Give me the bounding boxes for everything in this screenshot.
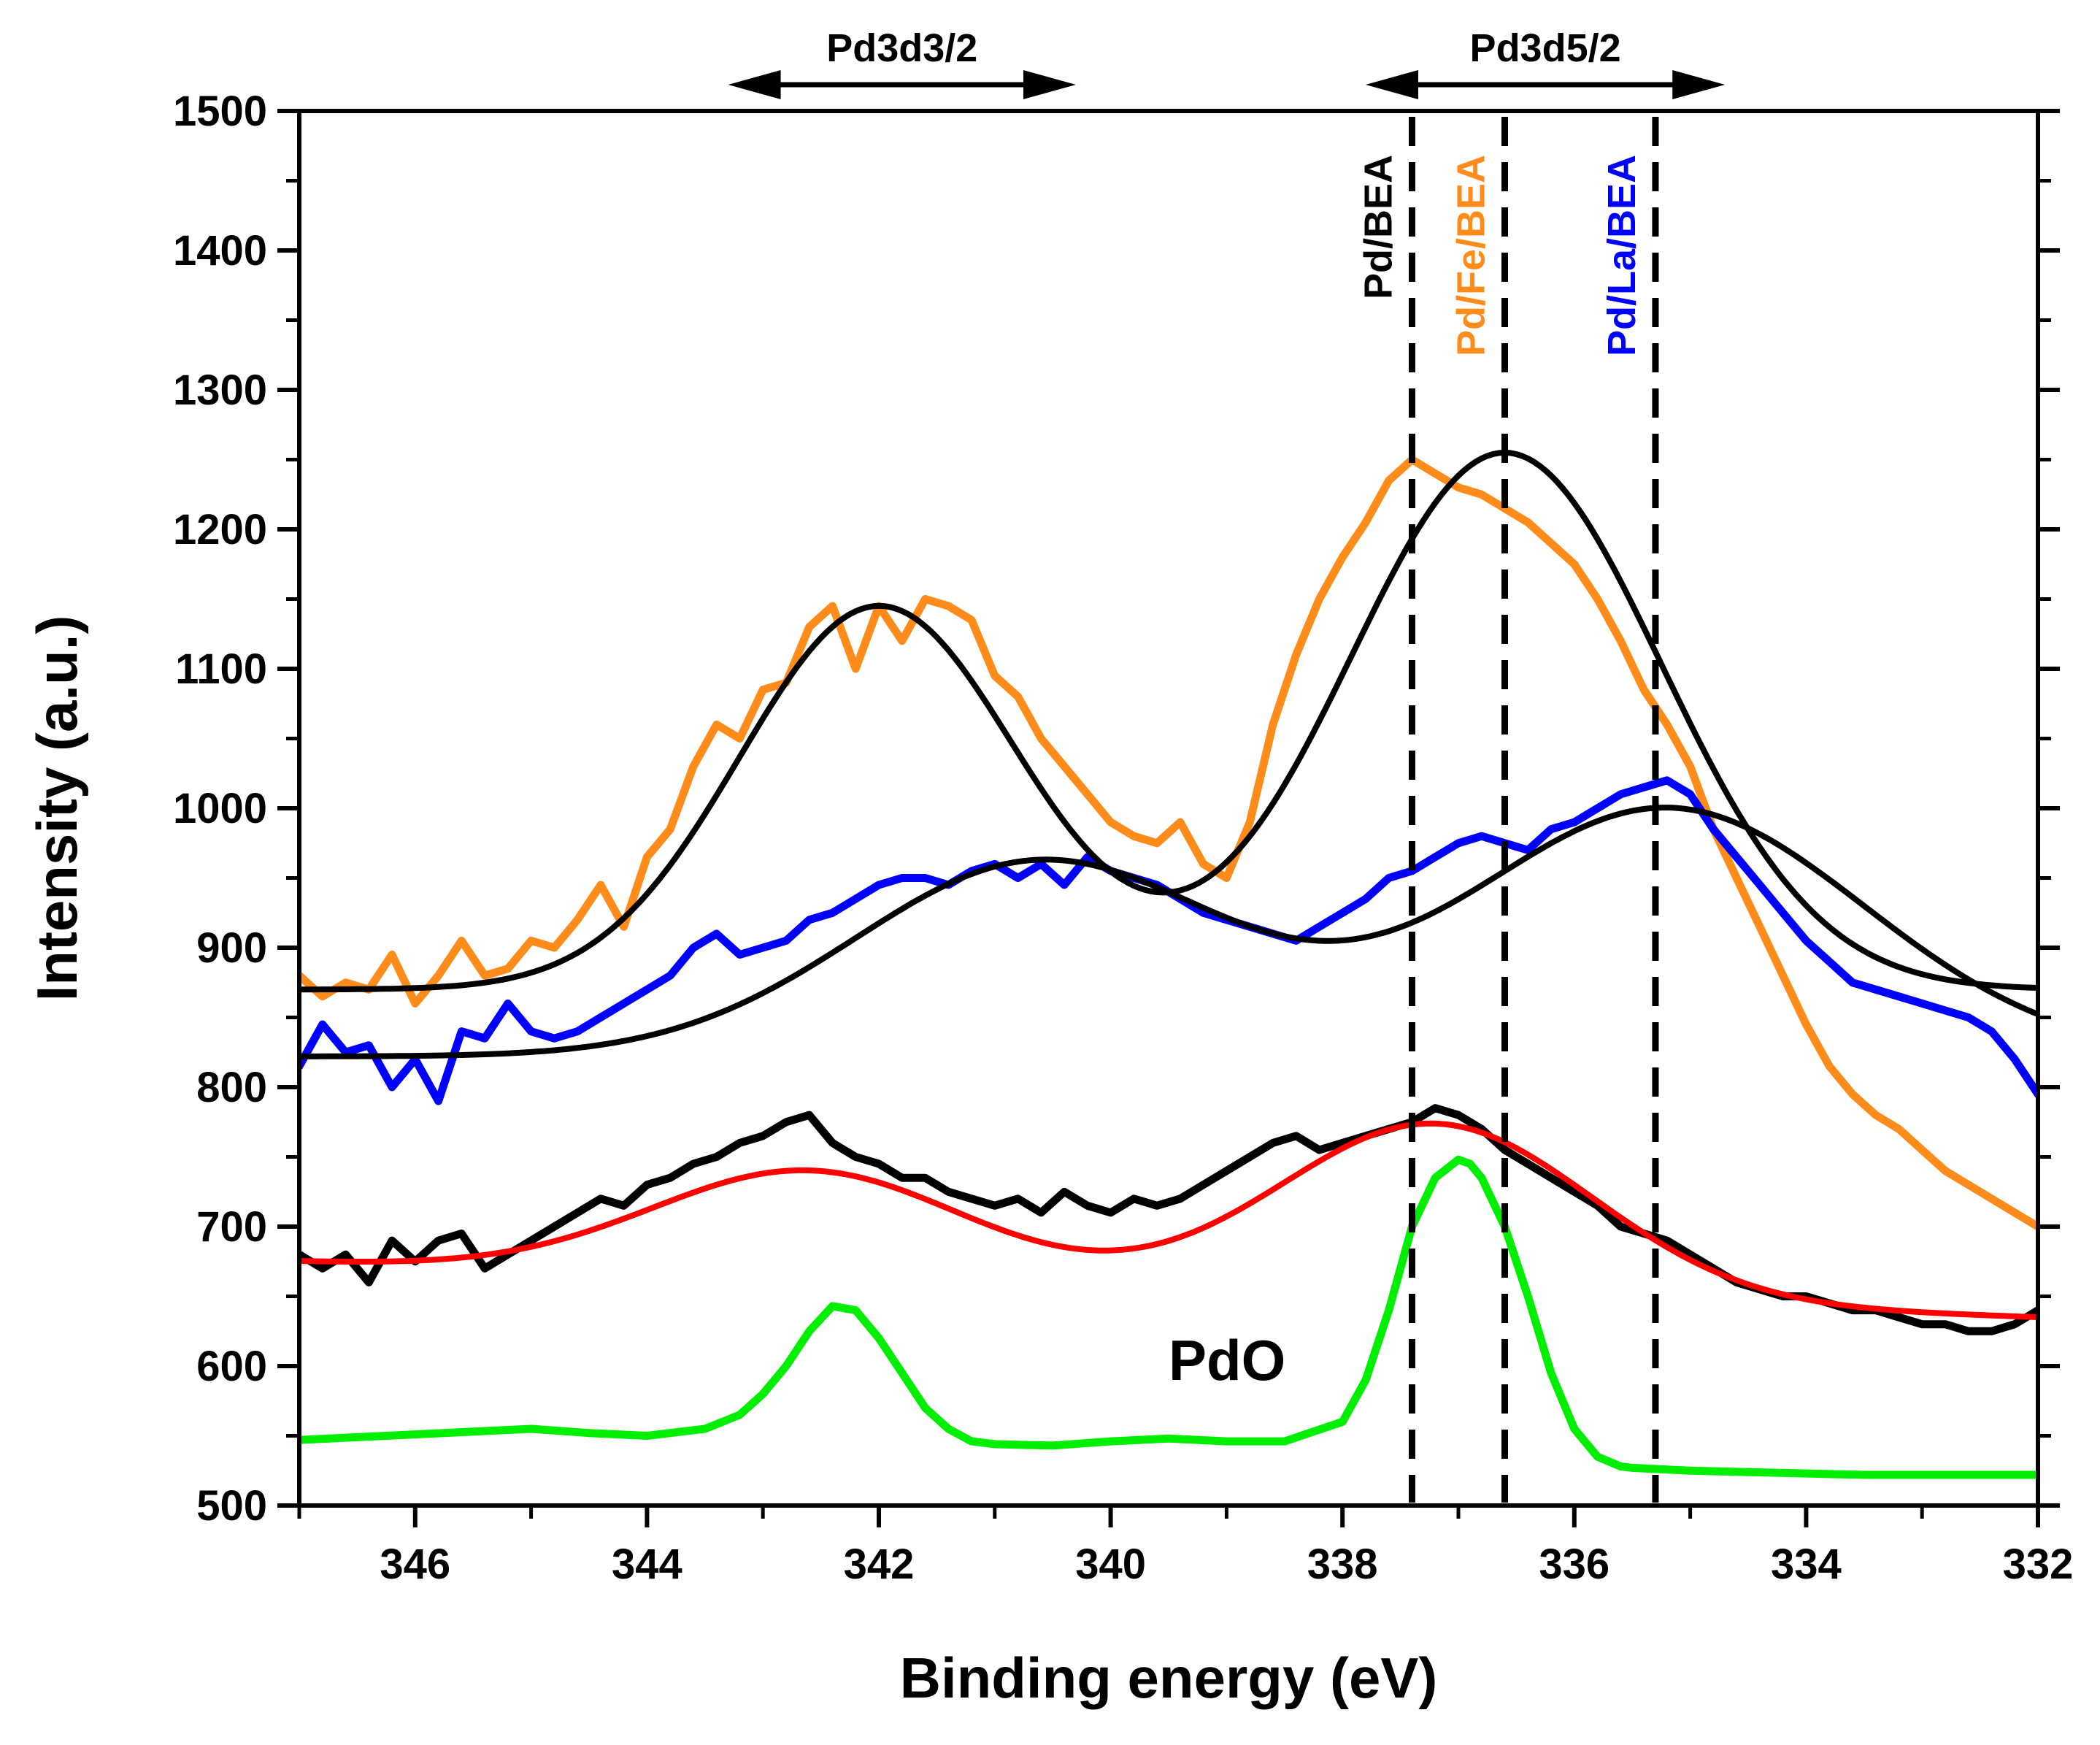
region-arrow-pd3d5-2 [1365,70,1726,99]
y-tick-label: 500 [196,1482,267,1530]
region-label-pd3d3-2: Pd3d3/2 [826,26,977,70]
region-arrow-pd3d3-2 [728,70,1076,99]
y-tick-label: 1500 [173,88,267,135]
x-axis-title: Binding energy (eV) [900,1646,1438,1710]
series-line-pdo [299,1155,2038,1479]
series-line-pd-bea [299,1104,2038,1335]
y-tick-label: 700 [196,1203,267,1251]
reference-label-pd-fe-bea: Pd/Fe/BEA [1450,155,1493,356]
x-tick-label: 332 [2003,1541,2074,1588]
x-tick-label: 334 [1771,1541,1842,1588]
x-tick-label: 336 [1539,1541,1609,1588]
plot-area [299,449,2038,1479]
y-tick-label: 800 [196,1064,267,1111]
y-tick-label: 1000 [173,785,267,832]
y-tick-label: 900 [196,924,267,972]
y-tick-label: 1300 [173,367,267,414]
x-tick-label: 340 [1075,1541,1146,1588]
y-tick-label: 1200 [173,506,267,553]
x-tick-label: 346 [380,1541,450,1588]
reference-label-pd-la-bea: Pd/La/BEA [1600,155,1644,356]
annotation-pdo: PdO [1169,1328,1285,1392]
x-tick-label: 342 [844,1541,915,1588]
y-axis-title: Intensity (a.u.) [25,615,89,1002]
fit-curve-pd-bea-fit [299,1120,2038,1320]
y-tick-label: 600 [196,1343,267,1390]
series-line-pd-fe-bea [299,456,2038,1231]
fit-curve-pd-la-bea-fit [299,805,2038,1059]
region-label-pd3d5-2: Pd3d5/2 [1470,26,1621,70]
y-tick-label: 1100 [175,645,267,693]
y-tick-label: 1400 [173,227,267,275]
x-tick-label: 338 [1307,1541,1378,1588]
reference-label-pd-bea: Pd/BEA [1356,155,1400,299]
x-tick-label: 344 [612,1541,682,1588]
